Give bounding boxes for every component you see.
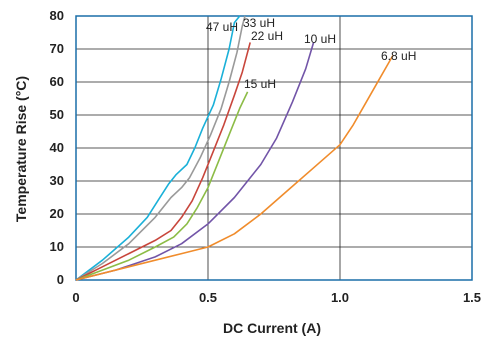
y-tick-label: 60 xyxy=(50,74,64,89)
y-tick-label: 0 xyxy=(57,272,64,287)
plot-area xyxy=(75,15,473,281)
y-tick-label: 30 xyxy=(50,173,64,188)
y-axis-ticks: 0 10 20 30 40 50 60 70 80 xyxy=(50,8,64,287)
series-label: 15 uH xyxy=(244,77,276,91)
x-axis-ticks: 0 0.5 1.0 1.5 xyxy=(72,290,481,305)
y-axis-title: Temperature Rise (°C) xyxy=(13,76,29,222)
y-tick-label: 40 xyxy=(50,140,64,155)
series-label: 47 uH xyxy=(206,20,238,34)
x-axis-title: DC Current (A) xyxy=(223,320,321,336)
series-line xyxy=(75,42,251,281)
grid xyxy=(76,15,472,280)
x-tick-label: 0 xyxy=(72,290,79,305)
y-tick-label: 80 xyxy=(50,8,64,23)
y-tick-label: 50 xyxy=(50,107,64,122)
series-label: 6.8 uH xyxy=(381,49,416,63)
series-label: 22 uH xyxy=(251,29,283,43)
series-line xyxy=(75,91,249,281)
y-tick-label: 70 xyxy=(50,41,64,56)
series-line xyxy=(75,42,315,281)
series-line xyxy=(75,15,241,281)
series-label: 10 uH xyxy=(304,32,336,46)
series-line xyxy=(75,55,394,281)
series-line xyxy=(75,15,246,281)
x-tick-label: 1.0 xyxy=(331,290,349,305)
series-label: 33 uH xyxy=(243,16,275,30)
y-tick-label: 10 xyxy=(50,239,64,254)
series-lines xyxy=(75,15,394,281)
y-tick-label: 20 xyxy=(50,206,64,221)
x-tick-label: 1.5 xyxy=(463,290,481,305)
x-tick-label: 0.5 xyxy=(199,290,217,305)
